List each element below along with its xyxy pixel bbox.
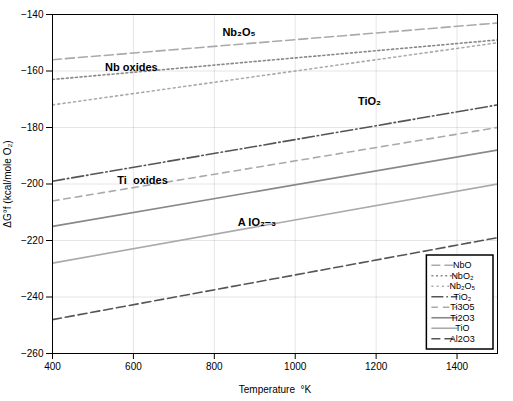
svg-text:Nb₂O₅: Nb₂O₅: [450, 281, 476, 291]
svg-text:1400: 1400: [446, 361, 469, 372]
svg-text:Nb₂O₅: Nb₂O₅: [222, 26, 255, 38]
svg-text:NbO₂: NbO₂: [451, 271, 474, 281]
svg-text:Al2O3: Al2O3: [450, 334, 475, 344]
svg-text:TiO₂: TiO₂: [358, 95, 381, 107]
svg-text:−200: −200: [21, 178, 44, 189]
svg-text:400: 400: [44, 361, 61, 372]
svg-text:TiO₂: TiO₂: [454, 292, 472, 302]
svg-text:−140: −140: [21, 9, 44, 20]
svg-text:−180: −180: [21, 122, 44, 133]
svg-text:−160: −160: [21, 65, 44, 76]
svg-text:NbO: NbO: [453, 260, 472, 270]
svg-text:1200: 1200: [365, 361, 388, 372]
svg-text:−240: −240: [21, 291, 44, 302]
svg-text:800: 800: [206, 361, 223, 372]
svg-text:Ti3O5: Ti3O5: [450, 302, 474, 312]
svg-text:TiO: TiO: [455, 323, 469, 333]
svg-text:600: 600: [125, 361, 142, 372]
svg-text:Nb oxides: Nb oxides: [105, 61, 158, 73]
svg-text:Ti2O3: Ti2O3: [450, 313, 474, 323]
svg-text:A lO₂–₃: A lO₂–₃: [238, 216, 276, 228]
svg-text:ΔG°f (kcal/mole O₂): ΔG°f (kcal/mole O₂): [2, 140, 13, 227]
svg-text:Temperature °K: Temperature °K: [239, 384, 312, 395]
svg-text:1000: 1000: [284, 361, 307, 372]
svg-text:−260: −260: [21, 348, 44, 359]
svg-text:−220: −220: [21, 235, 44, 246]
svg-text:Ti oxides: Ti oxides: [117, 174, 168, 186]
